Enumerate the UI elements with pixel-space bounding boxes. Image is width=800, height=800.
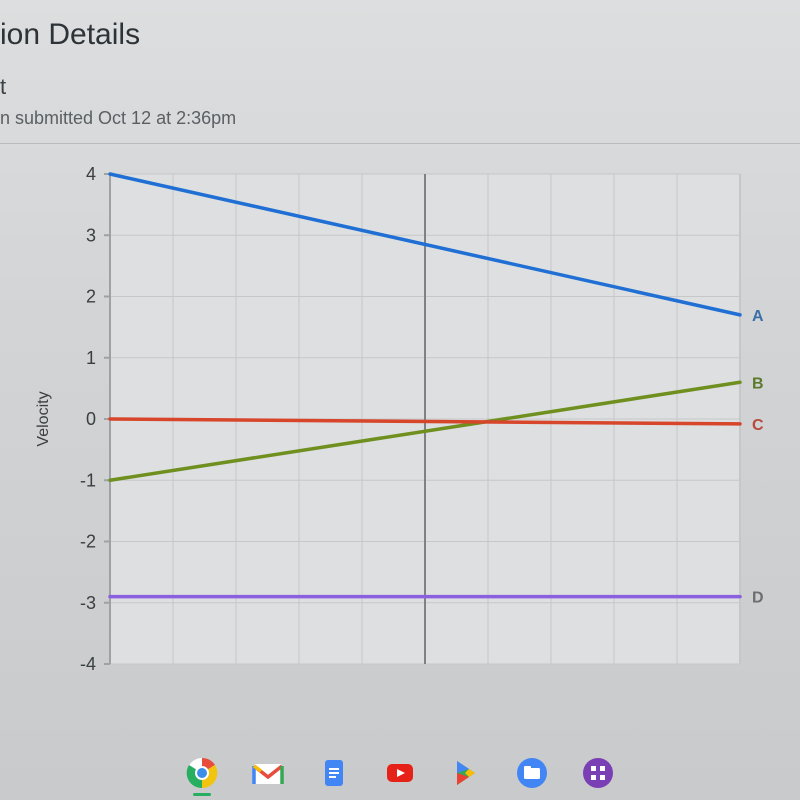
svg-text:-2: -2: [80, 532, 96, 552]
svg-text:3: 3: [86, 225, 96, 245]
page-title: ion Details: [0, 18, 800, 52]
svg-text:2: 2: [86, 287, 96, 307]
play-store-icon[interactable]: [449, 756, 483, 790]
svg-text:Velocity: Velocity: [35, 391, 52, 446]
svg-text:4: 4: [86, 164, 96, 184]
taskbar: [0, 746, 800, 800]
svg-text:-3: -3: [80, 593, 96, 613]
header-divider: [0, 143, 800, 144]
svg-text:-4: -4: [80, 654, 96, 674]
svg-text:B: B: [752, 375, 764, 392]
grid-icon[interactable]: [581, 756, 615, 790]
svg-text:0: 0: [86, 409, 96, 429]
chart-svg: 4 3 2 1 0 -1 -2 -3 -4 Velocity A B C D: [0, 154, 800, 694]
svg-text:D: D: [752, 590, 764, 607]
svg-text:-1: -1: [80, 470, 96, 490]
youtube-icon[interactable]: [383, 756, 417, 790]
submission-meta: n submitted Oct 12 at 2:36pm: [0, 108, 800, 129]
svg-text:C: C: [752, 417, 764, 434]
docs-icon[interactable]: [317, 756, 351, 790]
gmail-icon[interactable]: [251, 756, 285, 790]
files-icon[interactable]: [515, 756, 549, 790]
chrome-icon[interactable]: [185, 756, 219, 790]
svg-text:A: A: [752, 308, 764, 325]
svg-text:1: 1: [86, 348, 96, 368]
page-header: ion Details t n submitted Oct 12 at 2:36…: [0, 0, 800, 144]
velocity-chart: 4 3 2 1 0 -1 -2 -3 -4 Velocity A B C D: [0, 154, 800, 694]
screenshot-root: { "header": { "title": "ion Details", "s…: [0, 0, 800, 800]
page-subtitle: t: [0, 74, 800, 100]
